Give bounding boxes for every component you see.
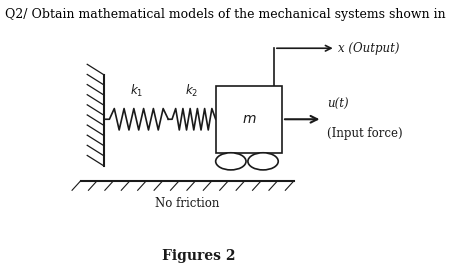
Text: Figures 2: Figures 2 <box>162 249 236 263</box>
Bar <box>216 86 282 153</box>
Text: No friction: No friction <box>155 197 219 210</box>
Text: $k_1$: $k_1$ <box>129 83 143 99</box>
Circle shape <box>248 153 278 170</box>
Circle shape <box>216 153 246 170</box>
Text: (Input force): (Input force) <box>327 127 403 140</box>
Text: u(t): u(t) <box>327 98 349 111</box>
Text: $m$: $m$ <box>242 112 256 126</box>
Text: $k_2$: $k_2$ <box>185 83 199 99</box>
Text: Q2/ Obtain mathematical models of the mechanical systems shown in: Q2/ Obtain mathematical models of the me… <box>5 8 449 21</box>
Text: x (Output): x (Output) <box>338 42 400 55</box>
